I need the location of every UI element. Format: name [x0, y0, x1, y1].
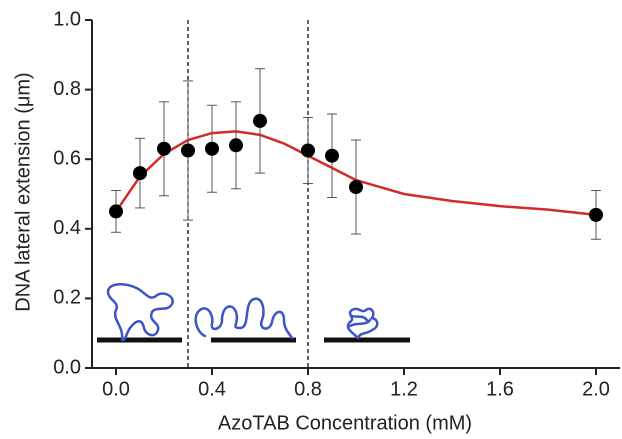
y-axis-label: DNA lateral extension (μm)	[12, 72, 34, 311]
data-point	[589, 207, 603, 222]
x-tick-label: 1.2	[390, 378, 418, 400]
x-tick-label: 0.0	[102, 378, 130, 400]
data-point	[157, 141, 171, 156]
y-tick-label: 0.0	[53, 356, 81, 378]
illustrations	[97, 283, 410, 343]
data-point	[229, 138, 243, 153]
y-tick-label: 0.2	[53, 287, 81, 309]
data-point	[301, 143, 315, 158]
fit-curve	[114, 130, 597, 217]
x-tick-label: 2.0	[582, 378, 610, 400]
x-tick-label: 0.8	[294, 378, 322, 400]
x-tick-label: 1.6	[486, 378, 514, 400]
y-tick-label: 0.8	[53, 78, 81, 100]
data-point	[181, 143, 195, 158]
data-point	[349, 180, 363, 195]
data-point	[325, 148, 339, 163]
data-point	[133, 166, 147, 181]
x-axis-label: AzoTAB Concentration (mM)	[218, 412, 472, 434]
data-point	[109, 204, 123, 219]
y-tick-label: 1.0	[53, 8, 81, 30]
x-tick-label: 0.4	[198, 378, 226, 400]
data-point	[253, 113, 267, 128]
y-tick-label: 0.4	[53, 217, 81, 239]
y-tick-label: 0.6	[53, 147, 81, 169]
data-point	[205, 141, 219, 156]
